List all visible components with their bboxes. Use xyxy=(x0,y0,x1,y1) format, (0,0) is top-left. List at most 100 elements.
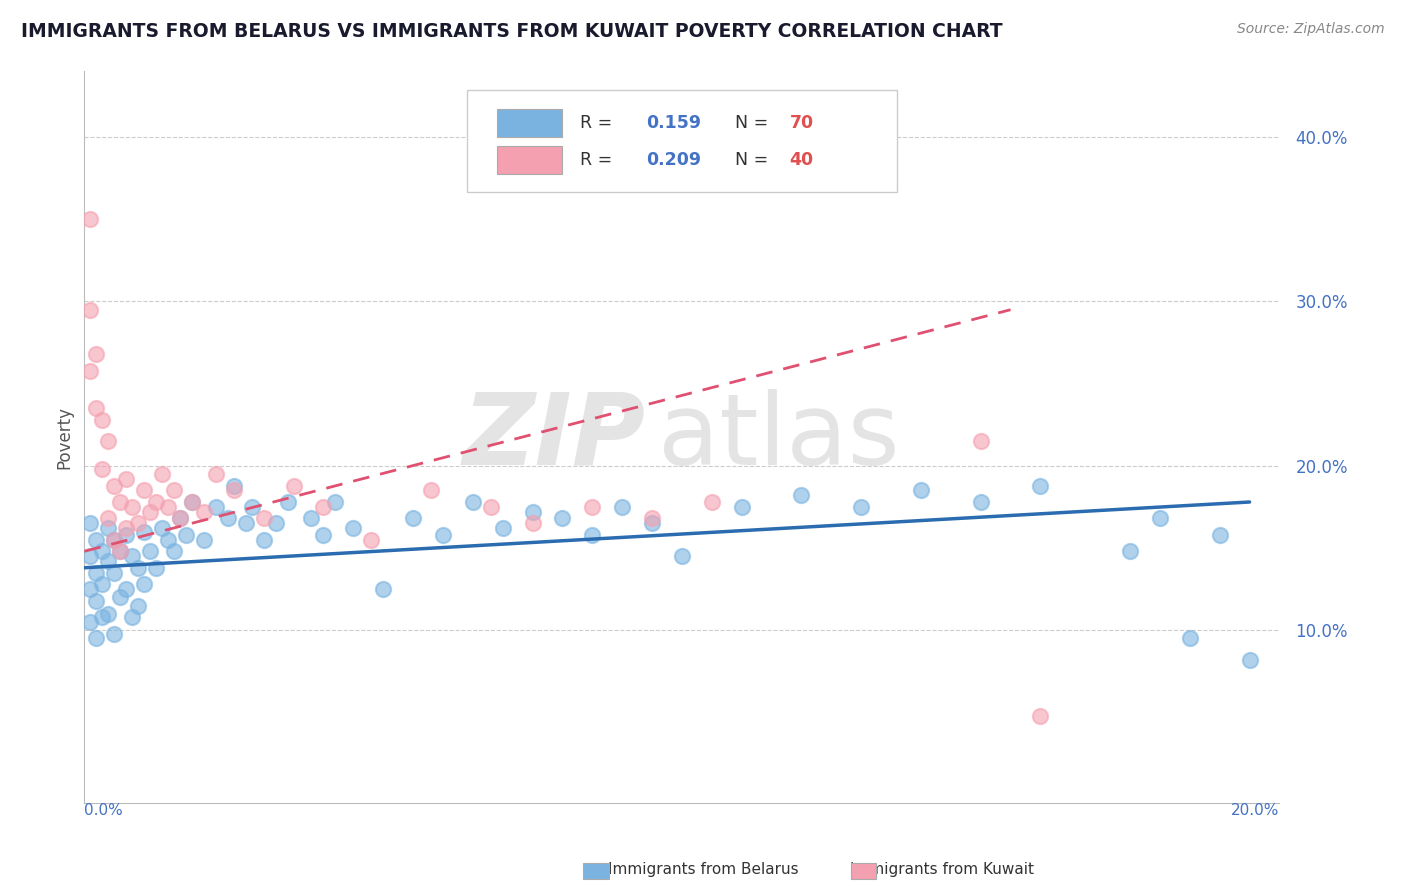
Point xyxy=(253,533,276,547)
Point xyxy=(1029,708,1052,723)
Point xyxy=(461,495,484,509)
Point xyxy=(103,626,125,640)
Point xyxy=(145,560,167,574)
Point xyxy=(402,511,425,525)
Point xyxy=(193,533,215,547)
Point xyxy=(103,566,125,580)
Point xyxy=(581,500,603,514)
Text: 70: 70 xyxy=(790,114,814,132)
Text: atlas: atlas xyxy=(658,389,900,485)
Point xyxy=(103,533,125,547)
Point xyxy=(641,516,664,531)
Point xyxy=(222,483,245,498)
Point xyxy=(79,516,101,531)
Point xyxy=(264,516,287,531)
Point xyxy=(91,462,114,476)
Point xyxy=(217,511,239,525)
Point xyxy=(97,607,120,621)
Point xyxy=(235,516,257,531)
Text: R =: R = xyxy=(581,151,619,169)
Point xyxy=(103,533,125,547)
Point xyxy=(312,528,335,542)
Point xyxy=(110,544,132,558)
Text: R =: R = xyxy=(581,114,619,132)
Point xyxy=(132,524,156,539)
Point xyxy=(360,533,382,547)
Point xyxy=(115,582,138,596)
Point xyxy=(97,554,120,568)
Point xyxy=(205,500,228,514)
Point xyxy=(127,560,149,574)
Point xyxy=(180,495,202,509)
Point xyxy=(86,533,108,547)
Text: 20.0%: 20.0% xyxy=(1232,803,1279,818)
Point xyxy=(145,495,167,509)
Point xyxy=(193,505,215,519)
Point xyxy=(157,533,180,547)
Point xyxy=(121,610,143,624)
Point xyxy=(103,478,125,492)
Point xyxy=(641,511,664,525)
Point xyxy=(174,528,197,542)
Point xyxy=(86,593,108,607)
Point xyxy=(163,544,186,558)
Point xyxy=(1119,544,1142,558)
Point xyxy=(157,500,180,514)
Point xyxy=(86,347,108,361)
Point xyxy=(169,511,191,525)
Bar xyxy=(496,110,562,137)
Point xyxy=(91,413,114,427)
Point xyxy=(671,549,693,564)
Point xyxy=(1029,478,1052,492)
Point xyxy=(420,483,443,498)
Point xyxy=(86,566,108,580)
Point xyxy=(86,632,108,646)
Point xyxy=(492,521,515,535)
Point xyxy=(97,511,120,525)
Point xyxy=(79,582,101,596)
Point xyxy=(132,483,156,498)
Point xyxy=(139,505,162,519)
Text: 0.0%: 0.0% xyxy=(84,803,124,818)
Point xyxy=(522,516,544,531)
Point xyxy=(432,528,454,542)
Point xyxy=(91,577,114,591)
Point xyxy=(97,521,120,535)
Point xyxy=(276,495,298,509)
Point xyxy=(79,615,101,629)
Point xyxy=(115,528,138,542)
Point xyxy=(91,544,114,558)
Point xyxy=(163,483,186,498)
Point xyxy=(97,434,120,449)
Point xyxy=(222,478,245,492)
Point xyxy=(110,495,132,509)
Point xyxy=(91,610,114,624)
Point xyxy=(301,511,323,525)
Bar xyxy=(496,146,562,174)
Point xyxy=(121,500,143,514)
Point xyxy=(1239,653,1261,667)
Point xyxy=(150,521,173,535)
Point xyxy=(139,544,162,558)
Point xyxy=(169,511,191,525)
Point xyxy=(312,500,335,514)
Point xyxy=(970,434,993,449)
Point xyxy=(731,500,754,514)
Point xyxy=(849,500,872,514)
Point xyxy=(240,500,263,514)
Point xyxy=(127,599,149,613)
Point xyxy=(323,495,347,509)
Point xyxy=(1149,511,1171,525)
FancyBboxPatch shape xyxy=(467,90,897,192)
Text: ZIP: ZIP xyxy=(463,389,645,485)
Point xyxy=(180,495,202,509)
Point xyxy=(522,505,544,519)
Point xyxy=(342,521,364,535)
Point xyxy=(970,495,993,509)
Point xyxy=(127,516,149,531)
Text: Source: ZipAtlas.com: Source: ZipAtlas.com xyxy=(1237,22,1385,37)
Point xyxy=(479,500,502,514)
Y-axis label: Poverty: Poverty xyxy=(55,406,73,468)
Point xyxy=(205,467,228,481)
Point xyxy=(115,521,138,535)
